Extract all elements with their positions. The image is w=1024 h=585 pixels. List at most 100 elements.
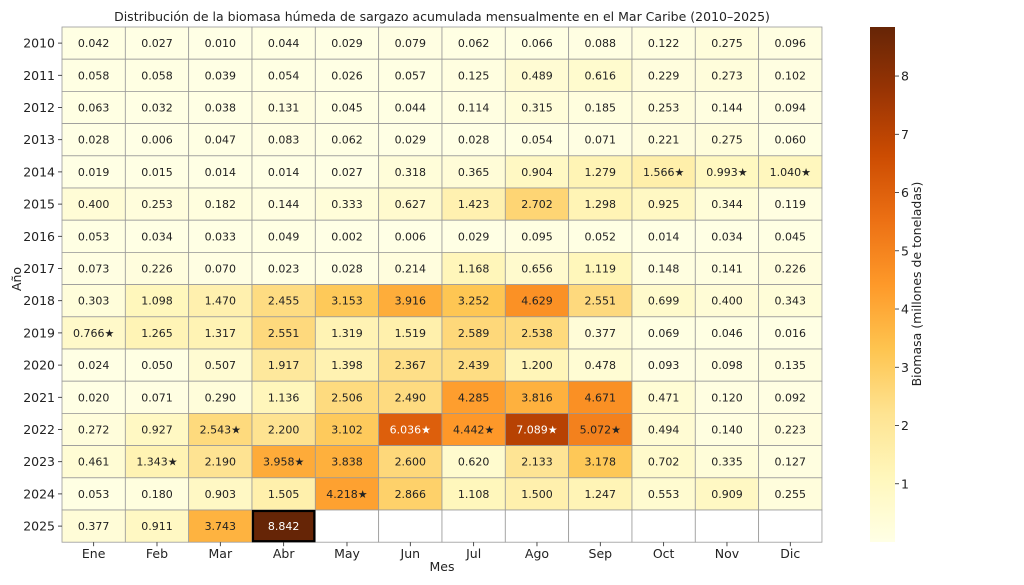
heatmap-cell [378,187,443,221]
heatmap-cell [441,123,506,157]
cell-value-label: 0.766★ [73,327,114,340]
cell-value-label: 2.455 [268,295,300,308]
cell-value-label: 1.247 [585,488,617,501]
cell-value-label: 2.589 [458,327,490,340]
x-tick-label: Abr [273,546,295,561]
heatmap-cell [694,219,760,253]
cell-value-label: 0.034 [711,230,743,243]
heatmap-cell [504,412,570,446]
cell-value-label: 2.600 [395,456,427,469]
heatmap-cell [758,316,823,350]
cell-value-label: 1.098 [141,295,173,308]
cell-value-label: 0.333 [331,198,363,211]
heatmap-cell [504,187,570,221]
cell-value-label: 0.020 [78,391,110,404]
y-tick-label: 2023 [23,454,55,469]
cell-value-label: 0.122 [648,37,680,50]
heatmap-cell [758,445,823,479]
cell-value-label: 0.494 [648,424,680,437]
cell-value-label: 1.040★ [770,166,811,179]
heatmap-cell [758,187,823,221]
cell-value-label: 0.993★ [706,166,747,179]
cell-value-label: 4.629 [521,295,553,308]
cell-value-label: 0.014 [268,166,300,179]
heatmap-cell [378,123,443,157]
cell-value-label: 0.029 [458,230,490,243]
cell-value-label: 1.566★ [643,166,684,179]
cell-value-label: 0.029 [395,134,427,147]
cell-value-label: 2.543★ [200,424,241,437]
cell-value-label: 0.071 [585,134,617,147]
cell-value-label: 0.028 [458,134,490,147]
cell-value-label: 0.063 [78,102,110,115]
cell-value-label: 0.083 [268,134,300,147]
cell-value-label: 0.221 [648,134,680,147]
heatmap-cell [441,412,506,446]
cell-value-label: 0.144 [268,198,300,211]
cell-value-label: 1.398 [331,359,363,372]
heatmap-cell [378,445,443,479]
cell-value-label: 0.088 [585,37,617,50]
cell-value-label: 0.125 [458,69,490,82]
heatmap-cell [188,380,253,414]
cell-value-label: 0.461 [78,456,110,469]
heatmap-cell [378,380,443,414]
heatmap-cell [251,445,316,479]
heatmap-cell [441,380,506,414]
cell-value-label: 0.054 [521,134,553,147]
cell-value-label: 0.226 [775,263,807,276]
cell-value-label: 0.006 [395,230,427,243]
cell-value-label: 0.014 [205,166,237,179]
cell-value-label: 4.285 [458,391,490,404]
cell-value-label: 0.119 [775,198,807,211]
cell-value-label: 2.439 [458,359,490,372]
colorbar-tick-label: 6 [901,185,909,200]
cell-value-label: 0.377 [585,327,617,340]
cell-value-label: 0.042 [78,37,110,50]
y-tick-label: 2018 [23,293,55,308]
colorbar-tick-label: 7 [901,127,909,142]
heatmap-cell [314,91,380,125]
cell-value-label: 0.050 [141,359,173,372]
cell-value-label: 0.903 [205,488,237,501]
y-tick-label: 2025 [23,519,55,534]
cell-value-label: 2.702 [521,198,553,211]
cell-value-label: 0.315 [521,102,553,115]
cell-value-label: 3.102 [331,424,363,437]
y-axis-label: Año [9,267,24,291]
cell-value-label: 3.916 [395,295,427,308]
cell-value-label: 0.909 [711,488,743,501]
cell-value-label: 0.127 [775,456,807,469]
cell-value-label: 0.229 [648,69,680,82]
heatmap-cell [378,348,443,382]
cell-value-label: 1.279 [585,166,617,179]
heatmap-cell [378,219,443,253]
heatmap-cell [694,348,760,382]
cell-value-label: 2.551 [585,295,617,308]
cell-value-label: 0.062 [458,37,490,50]
cell-value-label: 0.275 [711,134,743,147]
cell-value-label: 0.054 [268,69,300,82]
heatmap-cell [314,316,380,350]
cell-value-label: 0.102 [775,69,807,82]
cell-value-label: 0.062 [331,134,363,147]
heatmap-cell [694,155,760,189]
heatmap-cell [251,187,316,221]
heatmap-cell [378,509,443,543]
cell-value-label: 2.538 [521,327,553,340]
cell-value-label: 0.120 [711,391,743,404]
heatmap-cell [758,412,823,446]
y-axis-ticks: 2010 2011 2012 2013 2014 2015 2016 2017 2018 2019… [23,36,62,534]
cell-value-label: 0.925 [648,198,680,211]
cell-value-label: 2.506 [331,391,363,404]
cell-value-label: 0.223 [775,424,807,437]
y-tick-label: 2017 [23,261,55,276]
heatmap-cell [441,316,506,350]
heatmap-cell [314,155,380,189]
cell-value-label: 0.253 [141,198,173,211]
heatmap-cell [441,284,506,318]
cell-value-label: 0.275 [711,37,743,50]
heatmap-cell [758,477,823,511]
cell-value-label: 1.265 [141,327,173,340]
